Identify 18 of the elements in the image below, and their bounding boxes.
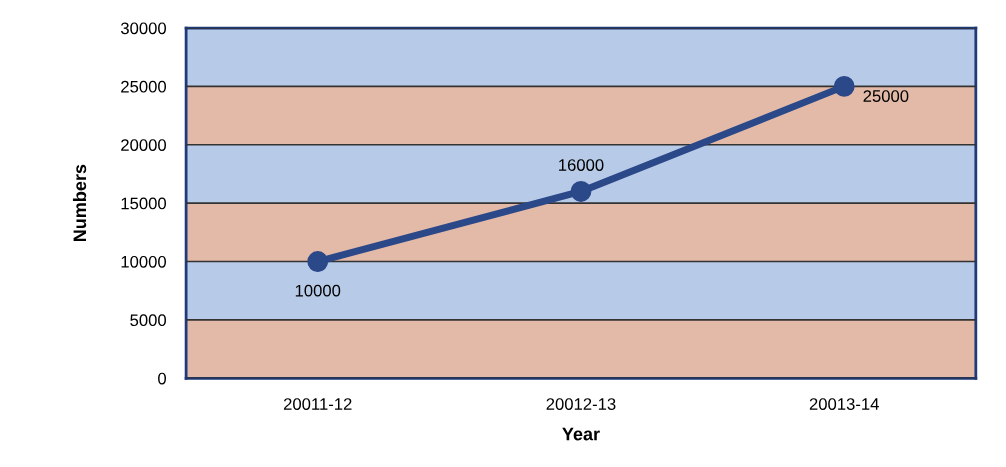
x-tick-label: 20012-13 bbox=[546, 398, 616, 410]
y-tick-label: 0 bbox=[158, 372, 167, 385]
point bbox=[307, 251, 329, 272]
y-axis-title: Numbers bbox=[72, 164, 87, 242]
y-tick-label: 5000 bbox=[130, 314, 167, 327]
y-tick-label: 10000 bbox=[121, 255, 167, 268]
data-label: 25000 bbox=[863, 90, 909, 102]
data-label: 10000 bbox=[295, 284, 341, 297]
x-tick-label: 20011-12 bbox=[283, 398, 352, 410]
data-label: 16000 bbox=[559, 159, 604, 171]
point bbox=[833, 75, 855, 97]
y-tick-label: 15000 bbox=[121, 197, 167, 210]
y-tick-label: 25000 bbox=[121, 80, 167, 93]
y-tick-label: 30000 bbox=[120, 22, 167, 35]
x-axis-title: Year bbox=[562, 427, 600, 441]
x-tick-label: 20013-14 bbox=[809, 398, 879, 410]
y-tick-label: 20000 bbox=[121, 139, 167, 151]
point bbox=[570, 181, 592, 202]
